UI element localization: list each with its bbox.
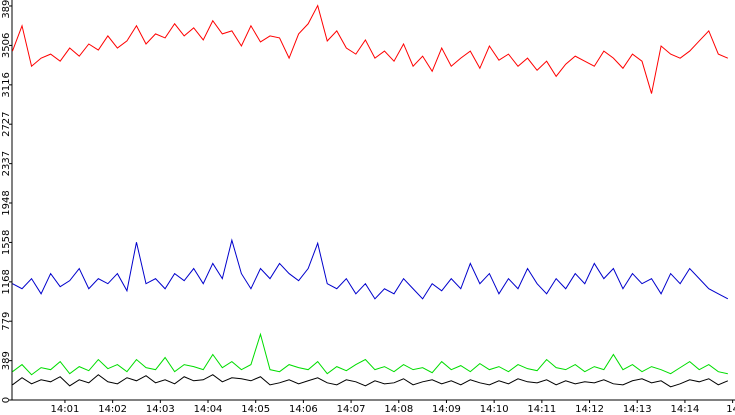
- x-tick-label: 14:13: [623, 404, 652, 415]
- series-line: [12, 238, 729, 300]
- y-tick-label: 2727: [1, 111, 12, 136]
- x-tick-label: 14:14: [671, 404, 700, 415]
- x-tick-label: 14:03: [146, 404, 175, 415]
- series-line: [12, 374, 729, 388]
- y-tick-label: 3116: [1, 72, 12, 97]
- x-tick-label: 14:01: [51, 404, 80, 415]
- x-tick-label: 14:04: [194, 404, 223, 415]
- x-tick-label: 14:07: [337, 404, 366, 415]
- x-tick-label: 14:08: [384, 404, 413, 415]
- y-tick-label: 3896: [1, 0, 12, 19]
- x-tick-label: 14:09: [432, 404, 461, 415]
- series-line: [12, 332, 728, 376]
- y-tick-label: 1948: [1, 190, 12, 215]
- x-tick-label: 14: [726, 404, 735, 415]
- x-tick-label: 14:12: [575, 404, 604, 415]
- series-line: [12, 4, 729, 94]
- y-tick-label: 389: [1, 351, 12, 370]
- x-tick-label: 14:06: [289, 404, 318, 415]
- y-tick-label: 0: [1, 397, 12, 403]
- x-tick-label: 14:11: [527, 404, 556, 415]
- x-tick-label: 14:02: [98, 404, 127, 415]
- y-tick-label: 1558: [1, 230, 12, 255]
- y-tick-label: 779: [1, 312, 12, 331]
- y-tick-label: 1168: [1, 269, 12, 294]
- y-tick-label: 2337: [1, 151, 12, 176]
- x-tick-label: 14:10: [480, 404, 509, 415]
- y-tick-label: 3506: [1, 33, 12, 58]
- x-tick-label: 14:05: [241, 404, 270, 415]
